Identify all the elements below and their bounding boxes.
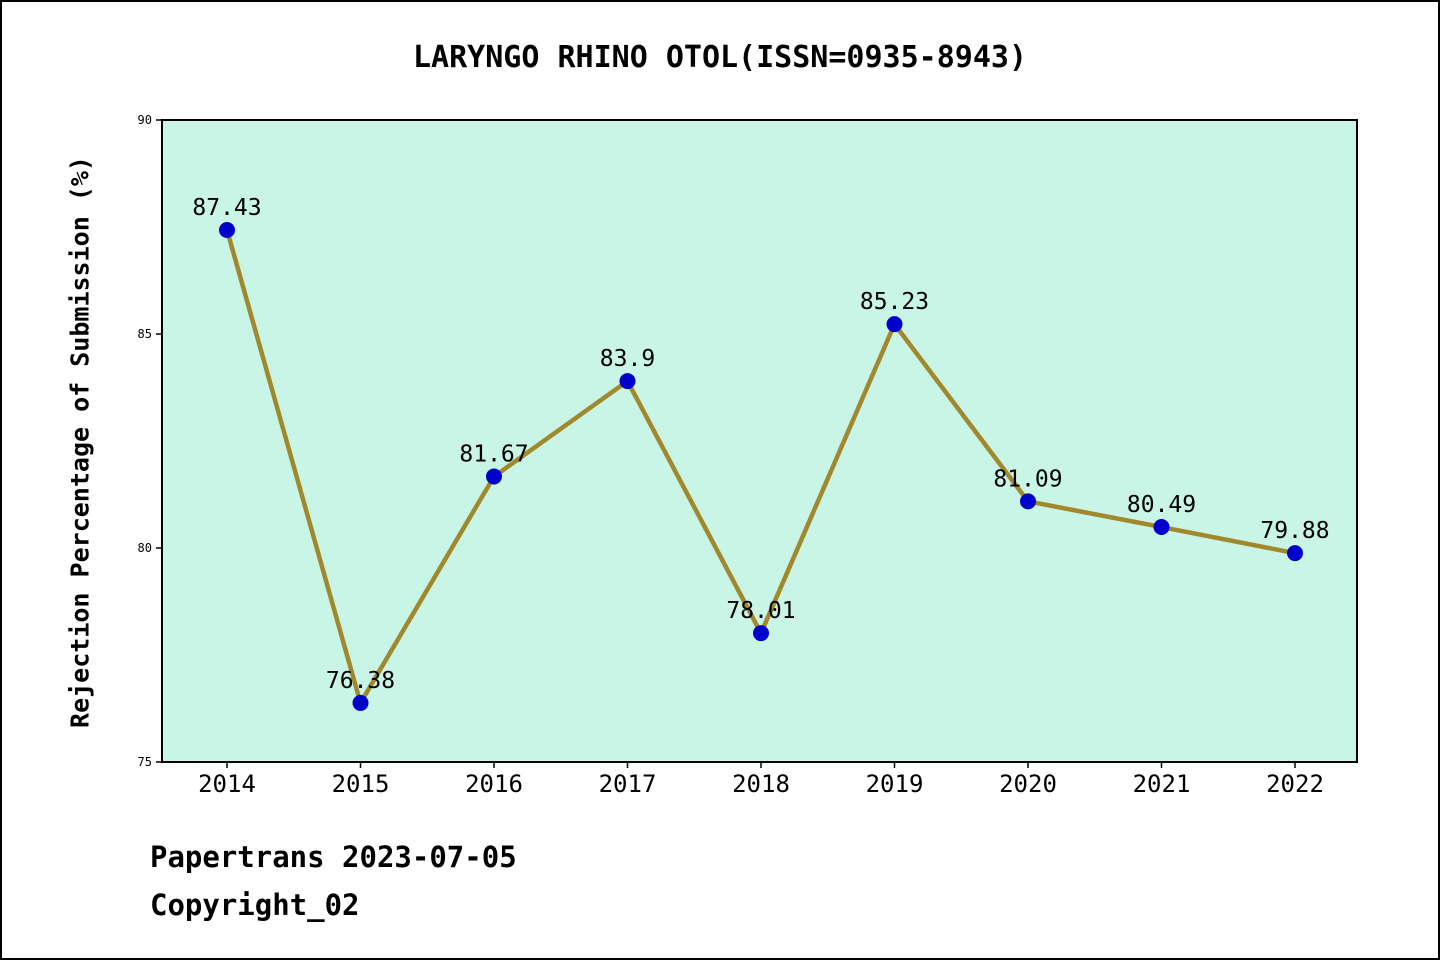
data-point-label: 80.49: [1127, 492, 1196, 518]
y-tick-label: 90: [138, 113, 152, 127]
data-point: [1287, 545, 1303, 562]
data-point-label: 76.38: [326, 668, 395, 694]
x-tick-label: 2020: [999, 770, 1057, 798]
x-tick-label: 2021: [1133, 770, 1191, 798]
y-tick-label: 80: [138, 541, 152, 555]
data-point: [352, 694, 369, 711]
data-point-label: 85.23: [860, 289, 929, 315]
data-point-label: 81.09: [993, 466, 1062, 492]
y-tick-label: 85: [138, 327, 152, 341]
data-point-label: 87.43: [192, 195, 261, 221]
x-tick-label: 2015: [332, 770, 390, 798]
y-tick-label: 75: [138, 755, 152, 769]
x-tick-label: 2016: [465, 770, 523, 798]
x-tick-label: 2017: [599, 770, 657, 798]
data-point: [619, 373, 636, 390]
plot-area: [161, 119, 1358, 763]
data-point: [219, 221, 235, 238]
data-point-label: 79.88: [1260, 518, 1329, 544]
data-point: [486, 468, 502, 485]
data-point: [1020, 493, 1036, 510]
data-point-label: 81.67: [459, 442, 528, 468]
data-point-label: 83.9: [600, 346, 655, 372]
data-point: [886, 316, 903, 333]
x-tick-label: 2019: [866, 770, 924, 798]
data-point: [1153, 519, 1170, 536]
data-point: [753, 625, 769, 642]
x-tick-label: 2018: [732, 770, 790, 798]
footer-copyright: Copyright_02: [150, 888, 360, 922]
x-tick-label: 2014: [198, 770, 256, 798]
x-tick-label: 2022: [1266, 770, 1324, 798]
data-point-label: 78.01: [726, 598, 795, 624]
chart-title: LARYNGO RHINO OTOL(ISSN=0935-8943): [412, 40, 1028, 75]
footer-source: Papertrans 2023-07-05: [150, 840, 517, 874]
